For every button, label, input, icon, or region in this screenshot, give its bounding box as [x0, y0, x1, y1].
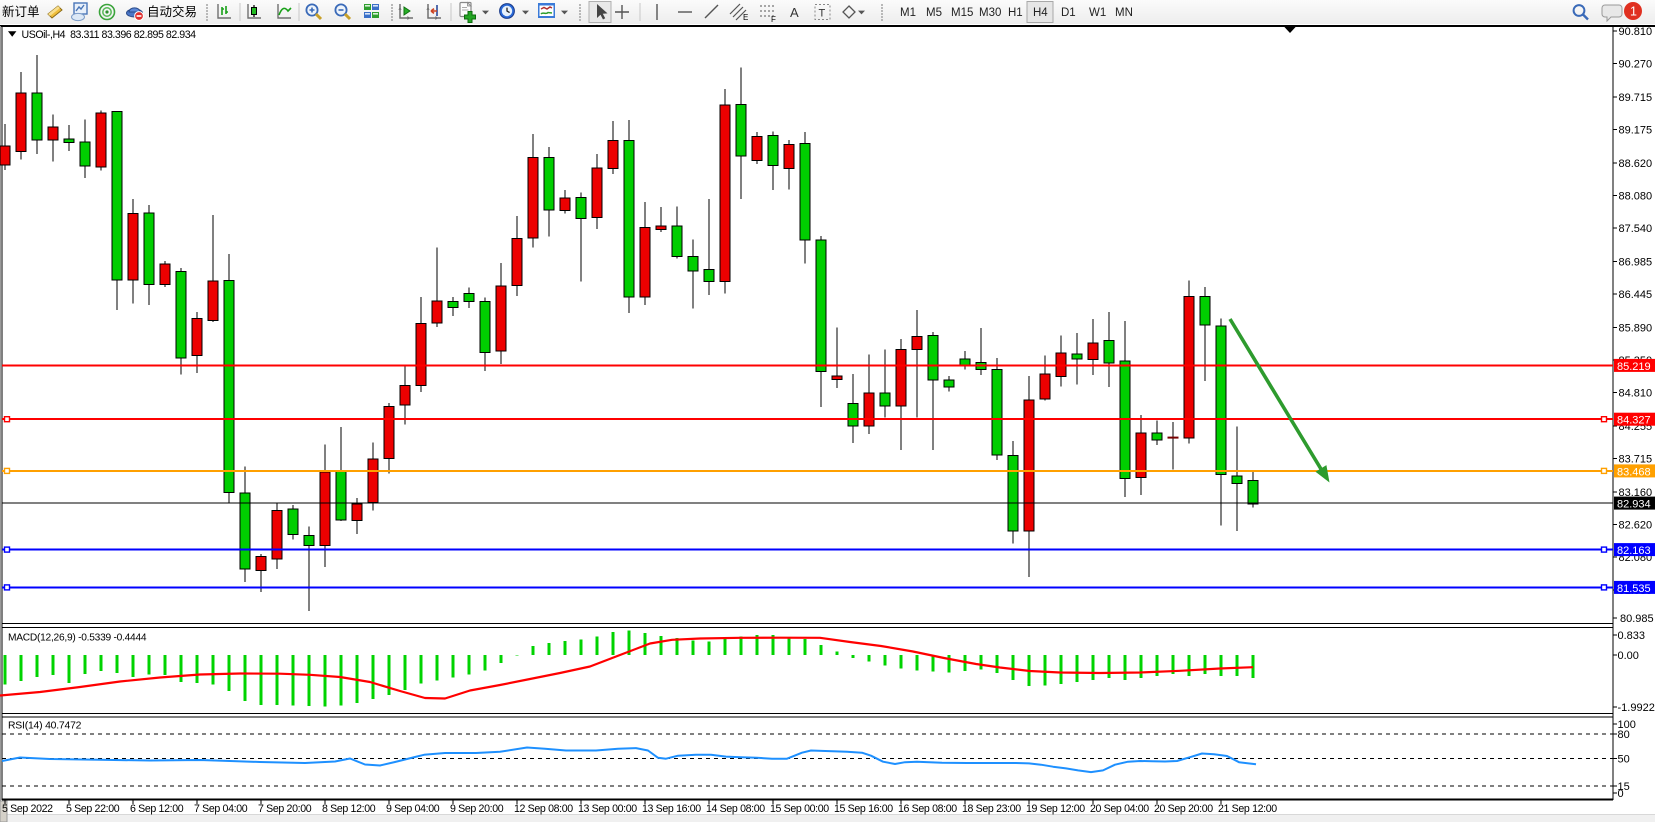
svg-text:83.468: 83.468	[1617, 466, 1651, 478]
svg-text:H4: H4	[1033, 7, 1048, 19]
svg-text:87.540: 87.540	[1619, 223, 1653, 235]
svg-text:84.810: 84.810	[1619, 388, 1653, 400]
svg-text:M5: M5	[926, 7, 942, 19]
svg-text:-1.9922: -1.9922	[1618, 702, 1655, 714]
svg-text:6 Sep 12:00: 6 Sep 12:00	[130, 803, 184, 815]
svg-text:MN: MN	[1115, 7, 1133, 19]
svg-text:89.715: 89.715	[1619, 92, 1653, 104]
svg-text:新订单: 新订单	[2, 4, 40, 19]
svg-text:H1: H1	[1008, 7, 1023, 19]
svg-text:5 Sep 22:00: 5 Sep 22:00	[66, 803, 120, 815]
svg-text:9 Sep 04:00: 9 Sep 04:00	[386, 803, 440, 815]
svg-text:D1: D1	[1061, 7, 1076, 19]
svg-text:83.160: 83.160	[1619, 487, 1653, 499]
svg-text:12 Sep 08:00: 12 Sep 08:00	[514, 803, 573, 815]
svg-text:RSI(14) 40.7472: RSI(14) 40.7472	[8, 721, 82, 732]
svg-text:15: 15	[1618, 781, 1630, 793]
svg-text:80: 80	[1618, 729, 1630, 741]
svg-text:86.445: 86.445	[1619, 289, 1653, 301]
svg-text:21 Sep 12:00: 21 Sep 12:00	[1218, 803, 1277, 815]
svg-text:18 Sep 23:00: 18 Sep 23:00	[962, 803, 1021, 815]
svg-text:7 Sep 20:00: 7 Sep 20:00	[258, 803, 312, 815]
svg-text:100: 100	[1618, 719, 1636, 731]
svg-text:MACD(12,26,9) -0.5339 -0.4444: MACD(12,26,9) -0.5339 -0.4444	[8, 633, 147, 644]
svg-text:0.833: 0.833	[1618, 630, 1646, 642]
svg-text:9 Sep 20:00: 9 Sep 20:00	[450, 803, 504, 815]
svg-text:85.890: 85.890	[1619, 323, 1653, 335]
svg-text:W1: W1	[1089, 7, 1106, 19]
svg-text:E: E	[743, 13, 748, 22]
svg-text:82.163: 82.163	[1617, 545, 1651, 557]
svg-text:16 Sep 08:00: 16 Sep 08:00	[898, 803, 957, 815]
svg-text:80.985: 80.985	[1620, 613, 1654, 625]
svg-text:90.810: 90.810	[1619, 26, 1653, 38]
svg-text:1: 1	[1630, 5, 1637, 19]
svg-text:88.620: 88.620	[1619, 158, 1653, 170]
svg-text:14 Sep 08:00: 14 Sep 08:00	[706, 803, 765, 815]
svg-text:81.535: 81.535	[1617, 583, 1651, 595]
svg-text:USOil-,H4 83.311 83.396 82.89: USOil-,H4 83.311 83.396 82.895 82.934	[22, 29, 197, 41]
svg-text:T: T	[819, 8, 826, 20]
svg-text:85.219: 85.219	[1617, 361, 1651, 373]
svg-text:19 Sep 12:00: 19 Sep 12:00	[1026, 803, 1085, 815]
svg-text:0: 0	[1618, 788, 1624, 800]
svg-text:M15: M15	[951, 7, 973, 19]
svg-text:F: F	[771, 15, 776, 24]
svg-text:82.934: 82.934	[1617, 499, 1651, 511]
svg-text:84.327: 84.327	[1617, 415, 1651, 427]
svg-text:89.175: 89.175	[1619, 125, 1653, 137]
svg-text:82.620: 82.620	[1619, 520, 1653, 532]
svg-text:13 Sep 16:00: 13 Sep 16:00	[642, 803, 701, 815]
svg-text:90.270: 90.270	[1619, 59, 1653, 71]
svg-text:7 Sep 04:00: 7 Sep 04:00	[194, 803, 248, 815]
svg-text:83.715: 83.715	[1619, 454, 1653, 466]
svg-text:5 Sep 2022: 5 Sep 2022	[2, 803, 53, 815]
svg-text:15 Sep 16:00: 15 Sep 16:00	[834, 803, 893, 815]
svg-text:20 Sep 04:00: 20 Sep 04:00	[1090, 803, 1149, 815]
svg-text:自动交易: 自动交易	[147, 4, 197, 19]
svg-text:88.080: 88.080	[1619, 191, 1653, 203]
svg-text:A: A	[790, 5, 799, 20]
svg-text:86.985: 86.985	[1619, 257, 1653, 269]
svg-text:50: 50	[1618, 754, 1630, 766]
svg-text:20 Sep 20:00: 20 Sep 20:00	[1154, 803, 1213, 815]
svg-text:M30: M30	[979, 7, 1001, 19]
svg-text:M1: M1	[900, 7, 916, 19]
svg-text:8 Sep 12:00: 8 Sep 12:00	[322, 803, 376, 815]
svg-text:15 Sep 00:00: 15 Sep 00:00	[770, 803, 829, 815]
svg-text:0.00: 0.00	[1618, 650, 1639, 662]
svg-text:13 Sep 00:00: 13 Sep 00:00	[578, 803, 637, 815]
